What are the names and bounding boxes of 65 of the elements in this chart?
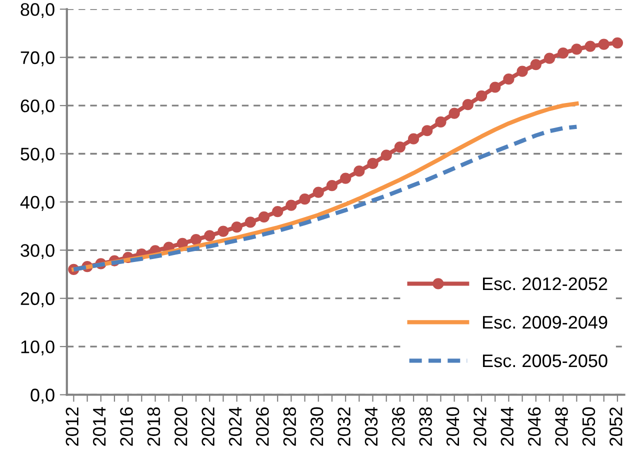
point: [462, 99, 474, 110]
point: [612, 37, 624, 48]
point: [571, 44, 582, 55]
point: [408, 133, 420, 144]
point: [204, 230, 216, 242]
point: [312, 186, 324, 198]
point: [435, 116, 446, 128]
point: [326, 180, 338, 192]
point: [448, 108, 460, 119]
point: [422, 125, 433, 136]
legend-label: Esc. 2009-2049: [483, 316, 608, 329]
y-tick-label: 80,0: [20, 3, 54, 18]
point: [476, 90, 488, 102]
point: [516, 66, 528, 77]
point: [286, 200, 297, 211]
x-tick-label: 2044: [500, 407, 514, 446]
y-tick-label: 40,0: [20, 196, 54, 211]
point: [584, 40, 596, 52]
x-tick-label: 2046: [528, 407, 541, 446]
legend-label: Esc. 2012-2052: [483, 277, 608, 290]
point: [190, 234, 202, 246]
x-tick-label: 2022: [202, 407, 214, 446]
point: [598, 38, 610, 50]
point: [354, 166, 365, 177]
point: [258, 211, 270, 222]
y-tick-label: 30,0: [20, 244, 54, 260]
point: [272, 206, 284, 218]
x-tick-label: 2026: [256, 407, 269, 446]
point: [530, 59, 542, 70]
point: [394, 141, 406, 153]
y-tick-label: 70,0: [20, 51, 54, 66]
y-tick-label: 20,0: [20, 292, 54, 308]
x-tick-label: 2014: [92, 407, 106, 446]
x-tick-label: 2042: [474, 407, 486, 446]
y-tick-label: 10,0: [21, 340, 54, 356]
x-tick-label: 2018: [147, 407, 160, 446]
point: [367, 158, 378, 169]
x-tick-label: 2024: [228, 407, 242, 446]
x-tick-label: 2030: [310, 407, 324, 446]
point: [490, 82, 501, 93]
point: [544, 52, 556, 64]
x-tick-label: 2034: [364, 407, 378, 446]
point: [231, 221, 242, 233]
x-tick-label: 2040: [446, 407, 460, 446]
point: [558, 47, 569, 59]
x-tick-label: 2020: [174, 407, 188, 446]
point: [503, 74, 514, 85]
x-tick-label: 2050: [582, 407, 596, 446]
x-tick-label: 2052: [610, 407, 622, 446]
y-tick-label: 50,0: [20, 148, 54, 163]
point: [340, 172, 352, 184]
x-tick-label: 2032: [338, 407, 350, 446]
point: [380, 150, 392, 161]
legend-label: Esc. 2005-2050: [483, 354, 608, 368]
point: [299, 194, 310, 205]
x-tick-label: 2036: [392, 407, 405, 446]
x-tick-label: 2016: [120, 407, 133, 446]
x-tick-label: 2038: [419, 407, 432, 446]
x-tick-label: 2028: [283, 407, 296, 446]
x-tick-label: 2012: [66, 407, 79, 446]
y-tick-label: 60,0: [20, 100, 54, 114]
x-tick-label: 2048: [555, 407, 568, 446]
point: [244, 216, 256, 228]
y-tick-label: 0,0: [30, 388, 54, 404]
point: [218, 226, 229, 237]
